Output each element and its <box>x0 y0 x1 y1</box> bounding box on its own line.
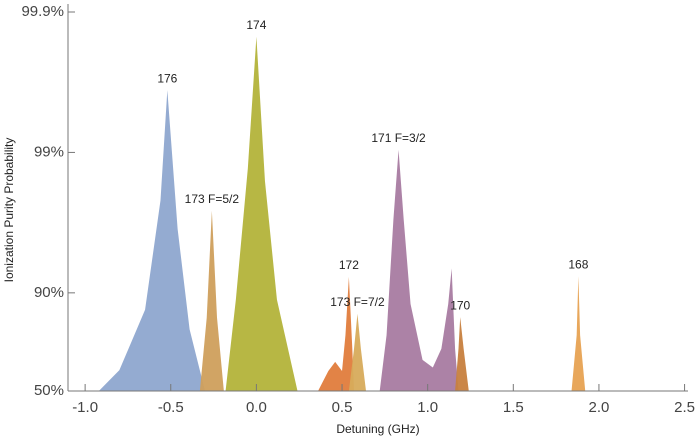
area <box>318 276 355 391</box>
peak-label: 170 <box>450 298 470 312</box>
peak-label: 176 <box>157 71 177 85</box>
x-tick-label: -1.0 <box>72 399 98 416</box>
peak-label: 168 <box>568 257 588 271</box>
y-tick-label: 99% <box>34 143 64 160</box>
peak-label: 174 <box>246 18 266 32</box>
area <box>199 210 224 391</box>
y-tick-label: 50% <box>34 382 64 399</box>
area <box>379 149 459 391</box>
x-tick-label: 2.0 <box>589 399 610 416</box>
x-tick-label: 0.0 <box>246 399 267 416</box>
x-tick-label: 1.0 <box>417 399 438 416</box>
x-tick-label: -0.5 <box>158 399 184 416</box>
area <box>455 317 469 391</box>
peak-label: 172 <box>339 258 359 272</box>
peak-label: 173 F=5/2 <box>185 192 240 206</box>
x-tick-label: 2.5 <box>674 399 695 416</box>
area <box>98 90 206 391</box>
area <box>571 276 586 391</box>
y-axis-label: Ionization Purity Probability <box>2 138 16 283</box>
peak-label: 171 F=3/2 <box>371 131 426 145</box>
y-tick-label: 90% <box>34 284 64 301</box>
area <box>225 36 298 392</box>
x-tick-label: 1.5 <box>503 399 524 416</box>
x-tick-label: 0.5 <box>332 399 353 416</box>
peak-label: 173 F=7/2 <box>330 295 385 309</box>
area <box>348 313 367 391</box>
y-tick-label: 99.9% <box>21 3 64 20</box>
x-axis-label: Detuning (GHz) <box>336 422 419 436</box>
